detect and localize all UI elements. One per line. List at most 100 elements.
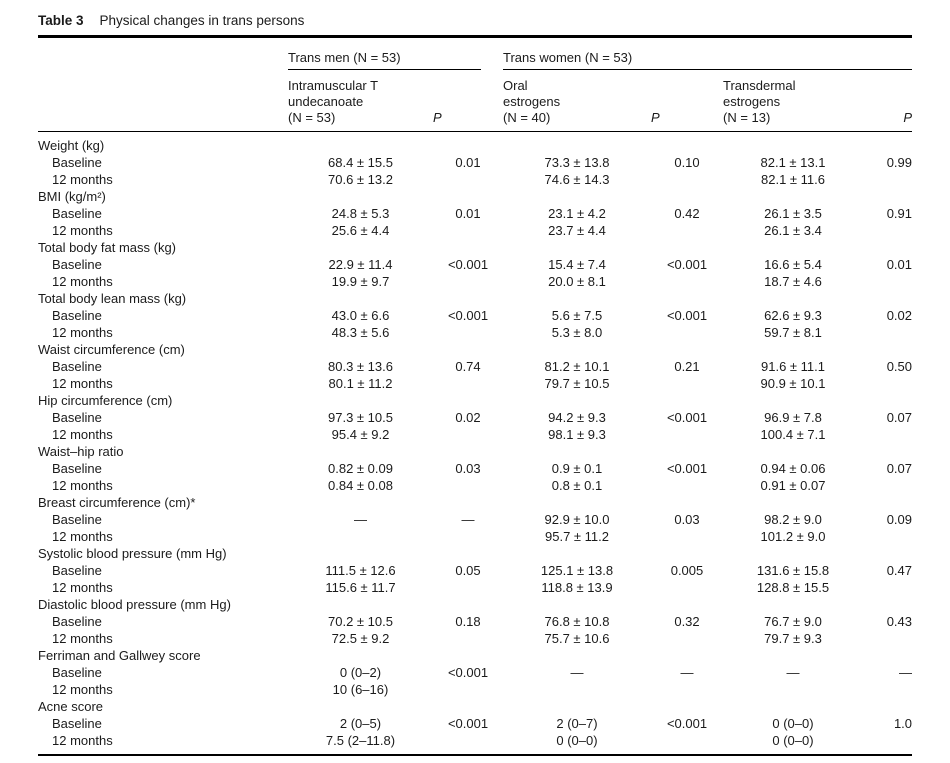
p-value-cell: 0.05 xyxy=(455,562,481,578)
value-cell: 92.9 ± 10.0 xyxy=(544,511,610,527)
value-cell: 59.7 ± 8.1 xyxy=(764,324,822,340)
value-cell: 0 (0–0) xyxy=(556,732,598,748)
p-value-cell xyxy=(651,528,723,545)
p-value-cell xyxy=(651,477,723,494)
value-cell: 100.4 ± 7.1 xyxy=(760,426,826,442)
value-cell: 0 (0–0) xyxy=(772,732,814,748)
value-cell: 125.1 ± 13.8 xyxy=(540,562,614,578)
value-cell: 118.8 ± 13.9 xyxy=(541,579,613,595)
value-cell: 23.1 ± 4.2 xyxy=(548,205,606,221)
column-header-row: Intramuscular T undecanoate (N = 53) P O… xyxy=(38,69,913,132)
value-cell: 79.7 ± 9.3 xyxy=(764,630,822,646)
row-label: 12 months xyxy=(52,477,113,493)
p-value-cell xyxy=(651,375,723,392)
value-cell: 0.8 ± 0.1 xyxy=(551,477,603,493)
section-row: Ferriman and Gallwey score xyxy=(38,647,912,664)
value-cell: 15.4 ± 7.4 xyxy=(548,256,606,272)
p-value-cell xyxy=(651,732,723,755)
section-label: BMI (kg/m²) xyxy=(38,188,106,204)
p-value-cell xyxy=(433,222,503,239)
p-value-cell xyxy=(863,273,912,290)
p-value-cell xyxy=(863,222,912,239)
data-row: Baseline 2 (0–5) <0.001 2 (0–7) <0.001 0 (0–0… xyxy=(38,715,912,732)
p-value-cell xyxy=(863,375,912,392)
value-cell: 0 (0–0) xyxy=(772,715,814,731)
value-cell: 0.84 ± 0.08 xyxy=(328,477,393,493)
p-value-cell xyxy=(863,528,912,545)
value-cell: 0.82 ± 0.09 xyxy=(328,460,393,476)
value-cell xyxy=(503,681,651,698)
col-head-p-oral: P xyxy=(651,69,723,132)
p-value-cell: 0.50 xyxy=(886,358,913,374)
section-label: Total body fat mass (kg) xyxy=(38,239,176,255)
p-value-cell: — xyxy=(680,664,694,680)
row-label: 12 months xyxy=(52,732,113,748)
group-trans-women: Trans women (N = 53) xyxy=(503,38,913,70)
value-cell: 68.4 ± 15.5 xyxy=(328,154,393,170)
row-label: Baseline xyxy=(52,154,102,170)
row-label: 12 months xyxy=(52,273,113,289)
row-label: Baseline xyxy=(52,460,102,476)
data-row: Baseline 43.0 ± 6.6 <0.001 5.6 ± 7.5 <0.001 6… xyxy=(38,307,912,324)
section-label: Weight (kg) xyxy=(38,137,105,153)
value-cell: 91.6 ± 11.1 xyxy=(761,358,825,374)
value-cell: 80.1 ± 11.2 xyxy=(328,375,393,391)
table-body: Weight (kg) Baseline 68.4 ± 15.5 0.01 73.3 ±… xyxy=(38,131,912,755)
p-value-cell: <0.001 xyxy=(447,307,489,323)
value-cell: 90.9 ± 10.1 xyxy=(760,375,826,391)
value-cell: 79.7 ± 10.5 xyxy=(544,375,610,391)
value-cell: 101.2 ± 9.0 xyxy=(760,528,826,544)
row-label: Baseline xyxy=(52,562,102,578)
data-row: Baseline 80.3 ± 13.6 0.74 81.2 ± 10.1 0.21 91… xyxy=(38,358,912,375)
p-value-cell xyxy=(651,273,723,290)
row-label: Baseline xyxy=(52,613,102,629)
p-value-cell: 0.07 xyxy=(886,460,913,476)
p-value-cell: <0.001 xyxy=(447,256,489,272)
col-head-transdermal-estrogens: Transdermal estrogens (N = 13) xyxy=(723,69,863,132)
row-label: Baseline xyxy=(52,358,102,374)
value-cell: 95.4 ± 9.2 xyxy=(331,426,390,442)
row-label: 12 months xyxy=(52,579,113,595)
p-value-cell: 0.74 xyxy=(455,358,481,374)
p-value-cell xyxy=(433,477,503,494)
caption-rule xyxy=(38,35,912,38)
row-label: 12 months xyxy=(52,324,113,340)
p-value-cell: 1.0 xyxy=(893,715,913,731)
section-row: Total body lean mass (kg) xyxy=(38,290,912,307)
p-value-cell: — xyxy=(461,511,475,527)
physical-changes-table: Trans men (N = 53) Trans women (N = 53) … xyxy=(38,38,913,756)
col-head-oral-estrogens: Oral estrogens (N = 40) xyxy=(503,69,651,132)
value-cell: 62.6 ± 9.3 xyxy=(764,307,822,323)
row-label: Baseline xyxy=(52,205,102,221)
section-row: Breast circumference (cm)* xyxy=(38,494,912,511)
value-cell: 76.7 ± 9.0 xyxy=(764,613,822,629)
value-cell: 82.1 ± 11.6 xyxy=(761,171,825,187)
row-label: 12 months xyxy=(52,171,113,187)
p-value-cell: <0.001 xyxy=(447,664,489,680)
value-cell: 95.7 ± 11.2 xyxy=(545,528,609,544)
value-cell: 111.5 ± 12.6 xyxy=(325,562,396,578)
table-caption: Table 3 Physical changes in trans persons xyxy=(38,10,912,35)
p-value-cell xyxy=(651,171,723,188)
value-cell: 25.6 ± 4.4 xyxy=(331,222,390,238)
section-row: Acne score xyxy=(38,698,912,715)
data-row: 12 months 72.5 ± 9.2 75.7 ± 10.6 79.7 ± 9.3 xyxy=(38,630,912,647)
value-cell: 16.6 ± 5.4 xyxy=(764,256,822,272)
value-cell: 96.9 ± 7.8 xyxy=(764,409,822,425)
p-value-cell: 0.32 xyxy=(674,613,700,629)
p-value-cell xyxy=(433,528,503,545)
section-label: Waist–hip ratio xyxy=(38,443,124,459)
section-label: Waist circumference (cm) xyxy=(38,341,185,357)
section-label: Systolic blood pressure (mm Hg) xyxy=(38,545,227,561)
p-value-cell xyxy=(863,579,912,596)
p-value-cell: 0.01 xyxy=(455,205,481,221)
value-cell: 48.3 ± 5.6 xyxy=(331,324,390,340)
value-cell: 80.3 ± 13.6 xyxy=(328,358,393,374)
value-cell: 10 (6–16) xyxy=(332,681,389,697)
p-value-cell xyxy=(433,579,503,596)
p-value-cell: 0.02 xyxy=(455,409,481,425)
p-value-cell xyxy=(651,426,723,443)
p-value-cell: <0.001 xyxy=(666,409,708,425)
row-label: Baseline xyxy=(52,307,102,323)
